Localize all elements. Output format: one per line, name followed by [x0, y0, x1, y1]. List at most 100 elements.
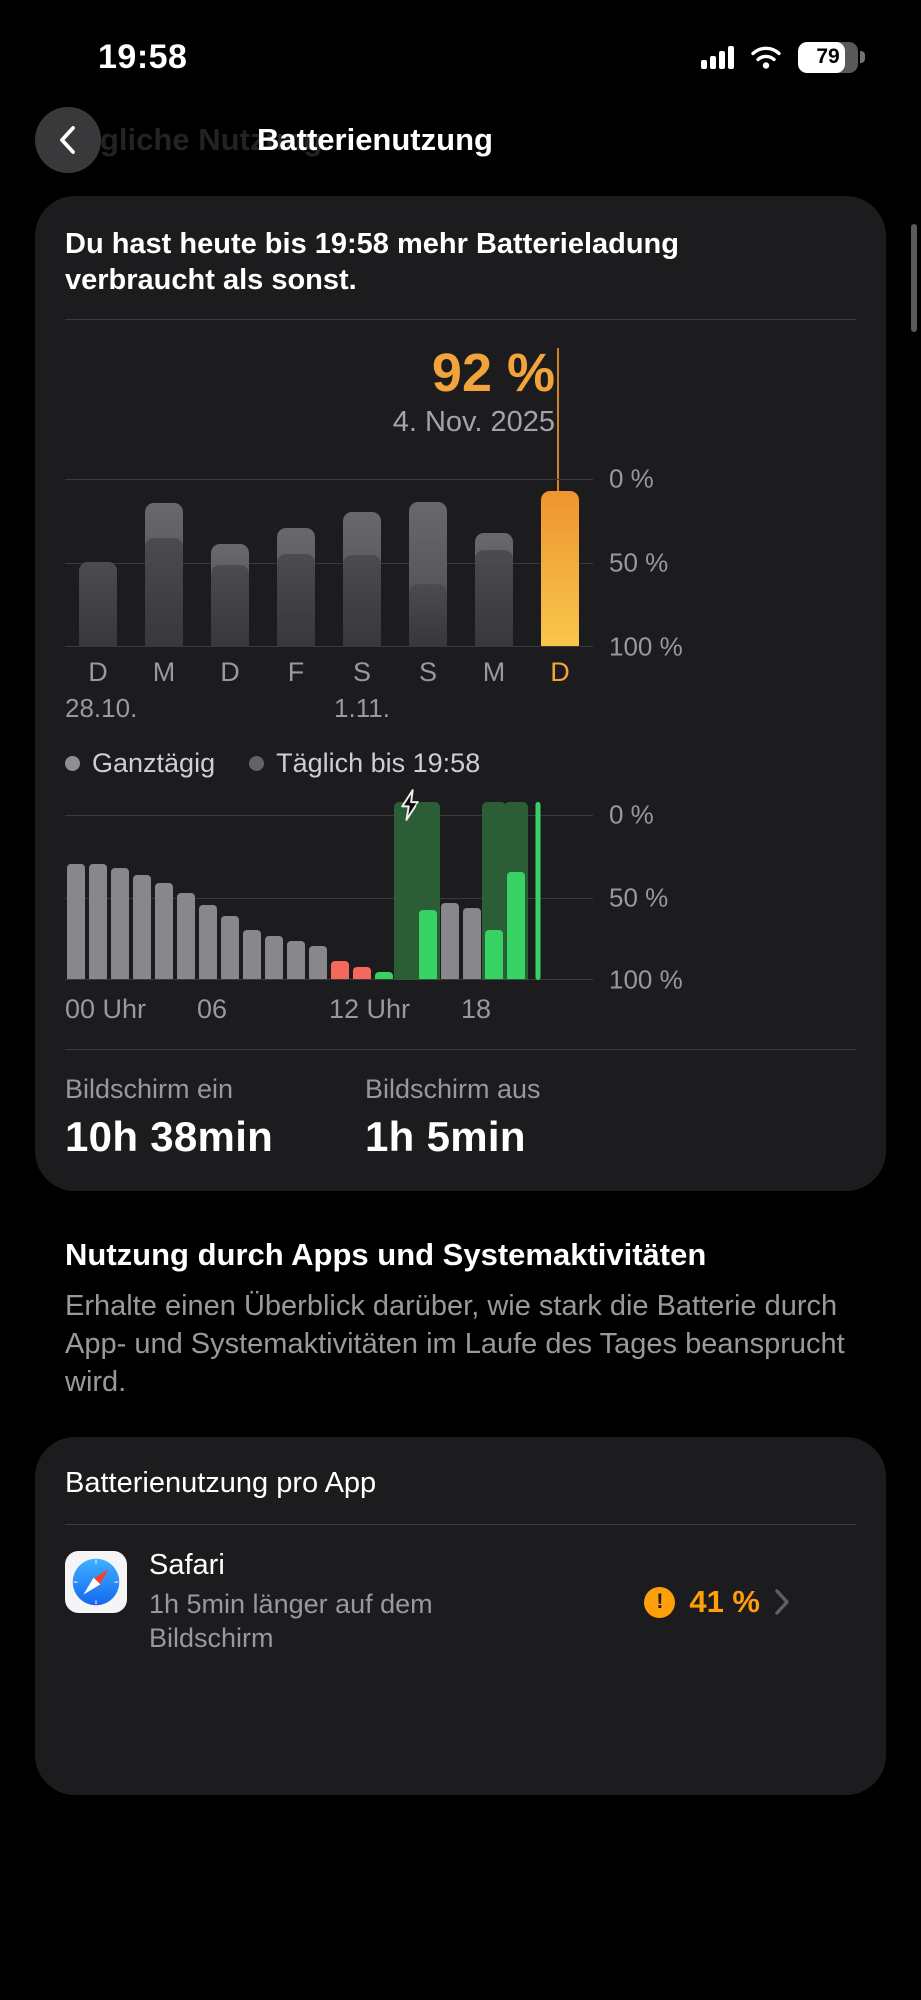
legend-label: Ganztägig [92, 748, 216, 778]
level-bar [482, 801, 506, 980]
battery-icon: 79 [798, 41, 865, 73]
app-subtitle: 1h 5min länger auf dem Bildschirm [149, 1589, 433, 1653]
screen-off-value: 1h 5min [365, 1113, 526, 1160]
y-axis-tick: 100 % [609, 964, 683, 995]
battery-level-chart: 100 % 50 % 0 % [65, 789, 856, 995]
weekly-bar[interactable] [527, 479, 593, 647]
weekly-axis-label: D [550, 657, 570, 687]
level-bar [504, 801, 528, 980]
level-bar [109, 815, 131, 980]
selected-day-percent: 92 % [431, 343, 555, 403]
level-axis-label: 18 [461, 994, 492, 1024]
weekly-x-axis: D 28.10. M D F S 1.11. S M D [65, 657, 593, 724]
level-bar [329, 815, 351, 980]
level-bar [549, 815, 571, 980]
per-app-usage-card: Batterienutzung pro App Safari [35, 1437, 886, 1795]
gridline [65, 646, 593, 647]
apps-section-description: Erhalte einen Überblick darüber, wie sta… [65, 1290, 845, 1398]
gridline [65, 479, 593, 480]
screen-off-label: Bildschirm aus [365, 1074, 541, 1104]
level-bar [351, 815, 373, 980]
battery-usage-card: Du hast heute bis 19:58 mehr Batterielad… [35, 196, 886, 1191]
y-axis-tick: 50 % [609, 547, 669, 578]
level-bar [131, 815, 153, 980]
legend-dot-all-day [65, 756, 80, 771]
screen-time-stats: Bildschirm ein 10h 38min Bildschirm aus … [65, 1074, 856, 1161]
weekly-bar[interactable] [395, 479, 461, 647]
level-bar [373, 815, 395, 980]
battery-cap [860, 51, 865, 63]
battery-fill [798, 41, 846, 73]
screen-on-stat: Bildschirm ein 10h 38min [65, 1074, 365, 1161]
page-title: Batterienutzung [257, 122, 493, 157]
level-bar [527, 801, 549, 980]
level-bar [197, 815, 219, 980]
gridline [65, 563, 593, 564]
divider [65, 1049, 856, 1050]
selected-day-annotation: 92 % 4. Nov. 2025 [65, 334, 555, 439]
chevron-left-icon [60, 126, 75, 154]
battery-percent-text: 79 [816, 45, 840, 68]
status-icons: 79 [701, 41, 865, 73]
screen-on-value: 10h 38min [65, 1113, 274, 1160]
apps-section-title: Nutzung durch Apps und Systemaktivitäten [65, 1237, 707, 1272]
level-bar [461, 815, 483, 980]
back-button[interactable] [35, 107, 101, 173]
weekly-chart-plot[interactable] [65, 479, 593, 647]
level-bar [263, 815, 285, 980]
divider [65, 319, 856, 320]
battery-level-plot [65, 789, 593, 980]
level-bar [439, 815, 461, 980]
level-axis-label: 06 [197, 994, 228, 1024]
scroll-indicator[interactable] [911, 224, 917, 332]
weekly-bar[interactable] [461, 479, 527, 647]
level-y-axis: 100 % 50 % 0 % [593, 800, 856, 995]
legend-label: Täglich bis 19:58 [276, 748, 481, 778]
app-text: Safari 1h 5min länger auf dem Bildschirm [149, 1549, 549, 1655]
level-bar [241, 815, 263, 980]
level-bar [394, 789, 419, 980]
level-axis-label: 12 Uhr [329, 994, 411, 1024]
weekly-bar[interactable] [329, 479, 395, 647]
app-row-safari[interactable]: Safari 1h 5min länger auf dem Bildschirm… [65, 1549, 856, 1655]
level-x-axis: 00 Uhr 06 12 Uhr 18 [65, 986, 593, 1028]
level-bar [285, 815, 307, 980]
weekly-axis-label: S 1.11. [334, 657, 390, 723]
weekly-axis-label: D 28.10. [65, 657, 138, 723]
level-bar [571, 815, 593, 980]
safari-app-icon [65, 1551, 127, 1613]
app-battery-percent: 41 % [689, 1584, 760, 1619]
weekly-bar[interactable] [263, 479, 329, 647]
weekly-axis-label: D [220, 657, 240, 687]
navigation-bar: gliche Nutzung Batterienutzung [0, 100, 921, 180]
usage-summary: Du hast heute bis 19:58 mehr Batterielad… [65, 228, 679, 296]
weekly-bar[interactable] [131, 479, 197, 647]
weekly-bar[interactable] [65, 479, 131, 647]
charging-bolt-icon [401, 789, 419, 821]
app-name: Safari [149, 1549, 225, 1581]
level-bar [416, 801, 440, 980]
app-row-trailing: ! 41 % [644, 1584, 856, 1620]
weekly-y-axis: 100 % 50 % 0 % [593, 464, 856, 662]
legend-dot-daily-until [249, 756, 265, 771]
selected-day-date: 4. Nov. 2025 [392, 406, 555, 438]
gridline [65, 979, 593, 980]
chart-legend: Ganztägig Täglich bis 19:58 [65, 748, 856, 779]
screen-off-stat: Bildschirm aus 1h 5min [365, 1074, 665, 1161]
weekly-bar[interactable] [197, 479, 263, 647]
chevron-right-icon[interactable] [774, 1588, 790, 1616]
legend-daily-until: Täglich bis 19:58 [249, 748, 480, 779]
annotation-callout-line [557, 348, 559, 500]
warning-icon: ! [644, 1586, 676, 1618]
level-bar [87, 815, 109, 980]
y-axis-tick: 0 % [609, 799, 654, 830]
y-axis-tick: 100 % [609, 631, 683, 662]
level-bar [153, 815, 175, 980]
level-axis-label: 00 Uhr [65, 994, 147, 1024]
status-time: 19:58 [98, 37, 188, 76]
weekly-usage-chart: 92 % 4. Nov. 2025 100 % 50 % 0 % D 28.10. M D… [65, 334, 856, 724]
level-bar [175, 815, 197, 980]
divider [65, 1524, 856, 1525]
previous-screen-title: gliche Nutzung [100, 122, 323, 157]
weekly-axis-label: S [418, 657, 437, 687]
